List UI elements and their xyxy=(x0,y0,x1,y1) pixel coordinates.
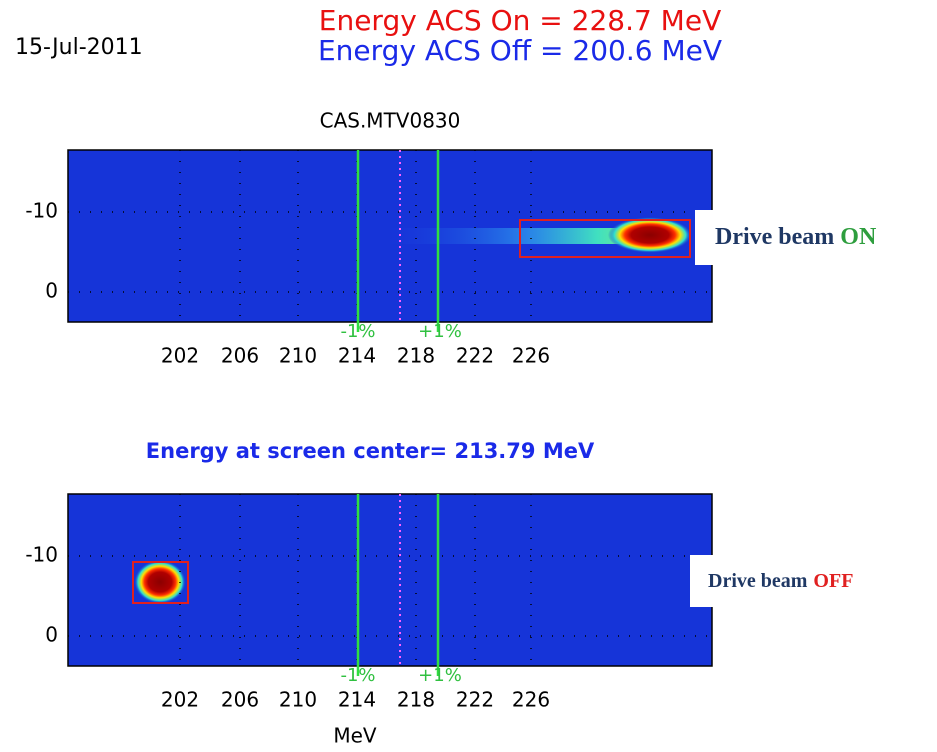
x-tick-label: 226 xyxy=(512,344,550,368)
x-tick-label: 222 xyxy=(456,344,494,368)
label-text: Drive beam xyxy=(708,569,808,592)
percent-label: +1% xyxy=(418,321,462,342)
percent-label: -1% xyxy=(340,665,375,686)
percent-label: +1% xyxy=(418,665,462,686)
x-tick-label: 214 xyxy=(338,344,376,368)
beam-streak xyxy=(380,228,670,244)
x-tick-label: 222 xyxy=(456,688,494,712)
screen-center: Energy at screen center= 213.79 MeV xyxy=(146,439,595,463)
x-tick-label: 206 xyxy=(221,688,259,712)
x-tick-label: 202 xyxy=(161,688,199,712)
x-axis-label: MeV xyxy=(333,724,377,748)
camera-name: CAS.MTV0830 xyxy=(320,109,461,133)
roi-box xyxy=(519,219,691,258)
date: 15-Jul-2011 xyxy=(15,35,143,60)
x-tick-label: 210 xyxy=(279,344,317,368)
y-tick-label: -10 xyxy=(25,543,58,567)
beam-state-label: Drive beam ON xyxy=(695,210,937,265)
beam-spot xyxy=(134,560,186,604)
label-state: ON xyxy=(840,224,877,250)
x-tick-label: 202 xyxy=(161,344,199,368)
x-tick-label: 218 xyxy=(397,344,435,368)
y-tick-label: -10 xyxy=(25,199,58,223)
label-state: OFF xyxy=(813,569,854,592)
x-tick-label: 226 xyxy=(512,688,550,712)
x-tick-label: 214 xyxy=(338,688,376,712)
x-tick-label: 210 xyxy=(279,688,317,712)
energy-off: Energy ACS Off = 200.6 MeV xyxy=(318,34,722,67)
beam-state-label: Drive beam OFF xyxy=(690,555,937,607)
x-tick-label: 218 xyxy=(397,688,435,712)
percent-label: -1% xyxy=(340,321,375,342)
roi-box xyxy=(132,561,189,604)
label-text: Drive beam xyxy=(715,224,835,250)
energy-on: Energy ACS On = 228.7 MeV xyxy=(319,4,721,37)
y-tick-label: 0 xyxy=(45,623,58,647)
beam-spot xyxy=(608,217,692,253)
y-tick-label: 0 xyxy=(45,279,58,303)
x-tick-label: 206 xyxy=(221,344,259,368)
